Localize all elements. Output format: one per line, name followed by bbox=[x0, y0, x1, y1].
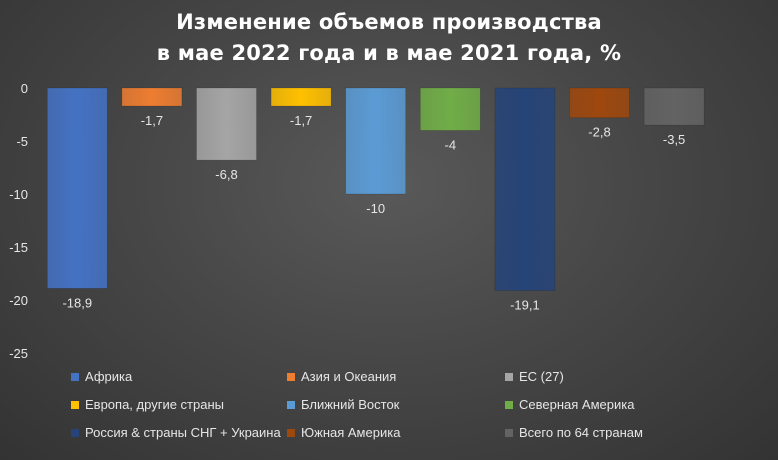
bar-8 bbox=[569, 87, 630, 118]
chart-title-line-2: в мае 2022 года и в мае 2021 года, % bbox=[156, 41, 622, 65]
bar-3 bbox=[196, 87, 257, 161]
data-label: -2,8 bbox=[588, 125, 610, 140]
legend-swatch bbox=[505, 428, 513, 437]
legend-item: Всего по 64 странам bbox=[505, 425, 643, 440]
legend-item: Ближний Восток bbox=[287, 397, 399, 412]
data-label: -1,7 bbox=[141, 113, 163, 128]
data-label: -1,7 bbox=[290, 113, 312, 128]
legend-swatch bbox=[71, 400, 79, 409]
legend-swatch bbox=[71, 428, 79, 437]
legend-label: Всего по 64 странам bbox=[519, 425, 643, 440]
bar-1 bbox=[47, 87, 108, 289]
legend-item: ЕС (27) bbox=[505, 369, 564, 384]
bar-2 bbox=[121, 87, 183, 107]
legend-swatch bbox=[71, 372, 79, 381]
y-tick-label: -25 bbox=[9, 346, 28, 361]
legend-label: Россия & страны СНГ + Украина bbox=[85, 425, 281, 440]
legend-swatch bbox=[505, 400, 513, 409]
legend-swatch bbox=[287, 372, 295, 381]
bar-9 bbox=[643, 87, 705, 126]
data-label: -3,5 bbox=[663, 132, 685, 147]
legend-label: Северная Америка bbox=[519, 397, 635, 412]
legend-label: Азия и Океания bbox=[301, 369, 397, 384]
legend-item: Южная Америка bbox=[287, 425, 400, 440]
legend-swatch bbox=[505, 372, 513, 381]
data-label: -19,1 bbox=[510, 297, 540, 312]
chart-title-line-1: Изменение объемов производства bbox=[176, 10, 602, 34]
legend-item: Россия & страны СНГ + Украина bbox=[71, 425, 281, 440]
data-label: -10 bbox=[366, 201, 385, 216]
legend-item: Африка bbox=[71, 369, 132, 384]
bar-6 bbox=[420, 87, 481, 131]
data-label: -6,8 bbox=[215, 167, 237, 182]
bar-4 bbox=[270, 87, 332, 107]
legend-swatch bbox=[287, 400, 295, 409]
y-tick-label: -5 bbox=[16, 134, 28, 149]
legend-item: Азия и Океания bbox=[287, 369, 396, 384]
y-tick-label: 0 bbox=[21, 81, 28, 96]
legend-label: Южная Америка bbox=[301, 425, 401, 440]
legend-label: Ближний Восток bbox=[301, 397, 400, 412]
data-label: -4 bbox=[445, 137, 457, 152]
bar-7 bbox=[494, 87, 556, 291]
legend-item: Европа, другие страны bbox=[71, 397, 224, 412]
y-tick-label: -15 bbox=[9, 240, 28, 255]
data-label: -18,9 bbox=[62, 295, 92, 310]
legend-item: Северная Америка bbox=[505, 397, 634, 412]
legend-label: Европа, другие страны bbox=[85, 397, 224, 412]
y-tick-label: -10 bbox=[9, 187, 28, 202]
bar-5 bbox=[345, 87, 406, 195]
y-tick-label: -20 bbox=[9, 293, 28, 308]
legend-label: ЕС (27) bbox=[519, 369, 564, 384]
legend-swatch bbox=[287, 428, 295, 437]
legend-label: Африка bbox=[85, 369, 133, 384]
